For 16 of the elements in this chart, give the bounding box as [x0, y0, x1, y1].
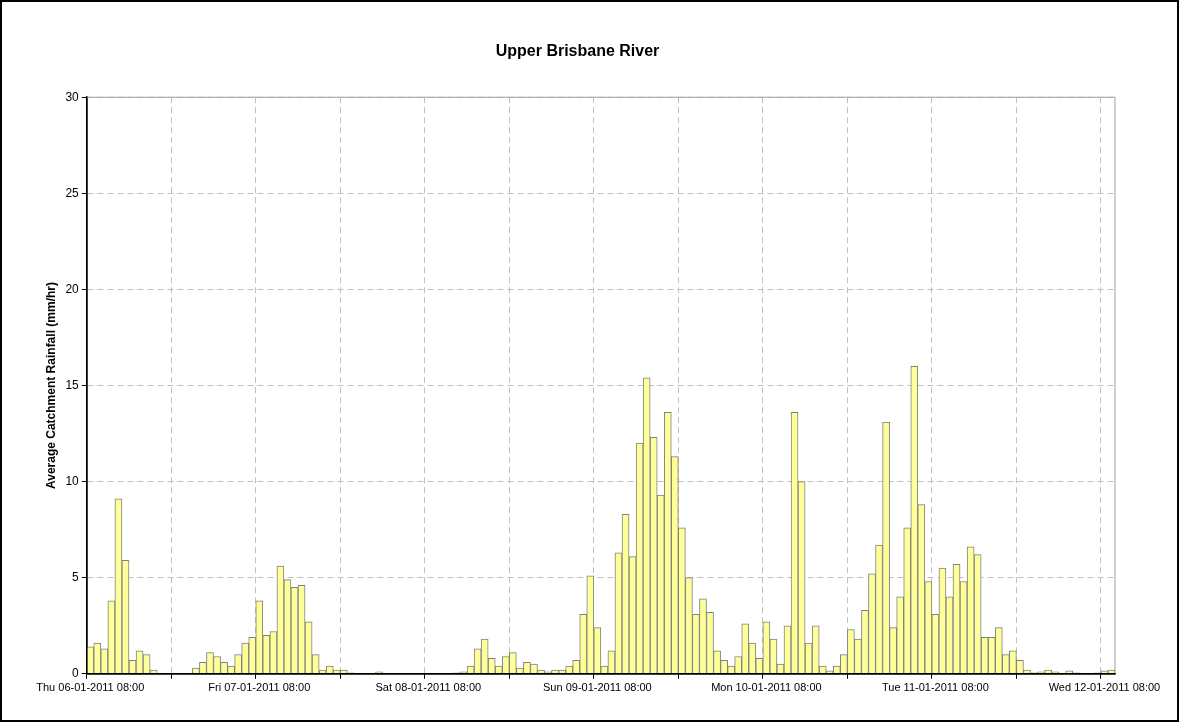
y-tick-label: 20	[65, 281, 80, 296]
x-tick-label: Sun 09-01-2011 08:00	[543, 681, 652, 694]
x-tick-label: Sat 08-01-2011 08:00	[375, 681, 482, 694]
y-tick-label: 10	[65, 473, 80, 488]
x-tick-label: Tue 11-01-2011 08:00	[881, 681, 989, 694]
x-tick-label: Wed 12-01-2011 08:00	[1048, 681, 1161, 694]
y-axis-title: Average Catchment Rainfall (mm/hr)	[43, 282, 58, 489]
x-tick-label: Mon 10-01-2011 08:00	[711, 681, 822, 694]
y-tick-label: 25	[65, 185, 80, 200]
y-tick-label: 15	[65, 377, 80, 392]
x-tick-label: Thu 06-01-2011 08:00	[36, 681, 145, 694]
x-tick-label: Fri 07-01-2011 08:00	[208, 681, 311, 694]
chart-title: Upper Brisbane River	[495, 42, 660, 60]
y-tick-label: 5	[72, 570, 80, 585]
y-tick-label: 0	[72, 666, 80, 681]
y-tick-label: 30	[65, 89, 80, 104]
